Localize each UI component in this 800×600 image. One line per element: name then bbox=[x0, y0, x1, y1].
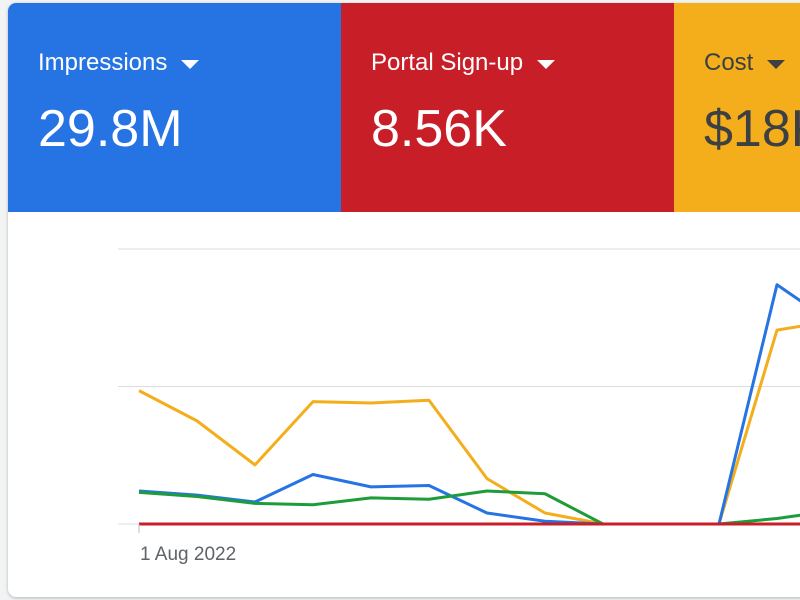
metric-label-text: Impressions bbox=[38, 49, 168, 76]
line-chart: 1 Aug 2022 bbox=[118, 248, 800, 565]
line-chart-area: 1 Aug 2022 bbox=[8, 212, 800, 597]
metric-label-impressions[interactable]: Impressions bbox=[38, 49, 200, 77]
series-line-0 bbox=[138, 324, 800, 526]
caret-down-icon bbox=[537, 60, 556, 69]
metric-value-portal-signup: 8.56K bbox=[371, 100, 507, 158]
metric-tile-impressions[interactable]: Impressions 29.8M bbox=[8, 3, 341, 212]
metric-label-portal-signup[interactable]: Portal Sign-up bbox=[371, 49, 556, 77]
caret-down-icon bbox=[181, 60, 200, 69]
metric-label-cost[interactable]: Cost bbox=[704, 49, 786, 77]
metric-value-cost: $18K bbox=[704, 100, 800, 158]
series-line-1 bbox=[138, 283, 800, 526]
metric-tile-portal-signup[interactable]: Portal Sign-up 8.56K bbox=[341, 3, 674, 212]
metric-label-text: Portal Sign-up bbox=[371, 49, 524, 76]
x-axis-tick-label: 1 Aug 2022 bbox=[140, 544, 236, 565]
metric-tiles: Impressions 29.8M Portal Sign-up 8.56K C… bbox=[8, 3, 800, 212]
caret-down-icon bbox=[767, 60, 786, 69]
performance-card: Impressions 29.8M Portal Sign-up 8.56K C… bbox=[8, 3, 800, 597]
series-line-2 bbox=[138, 489, 800, 526]
metric-tile-cost[interactable]: Cost $18K bbox=[674, 3, 800, 212]
metric-label-text: Cost bbox=[704, 49, 754, 76]
metric-value-impressions: 29.8M bbox=[38, 100, 183, 158]
